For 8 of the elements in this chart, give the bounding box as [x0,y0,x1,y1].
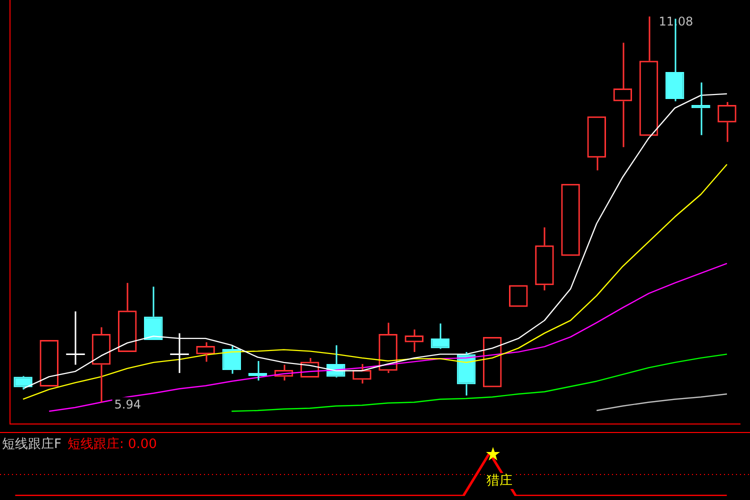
candlestick [248,360,268,382]
candlestick [456,351,476,396]
annotation: 猎庄 [486,473,513,488]
chart-title: 短线跟庄F [2,437,62,452]
annotation: 5.94 [114,397,141,412]
text: 短线跟庄: 0.00 [67,437,157,452]
candlestick [222,345,241,374]
candlestick [144,286,163,340]
